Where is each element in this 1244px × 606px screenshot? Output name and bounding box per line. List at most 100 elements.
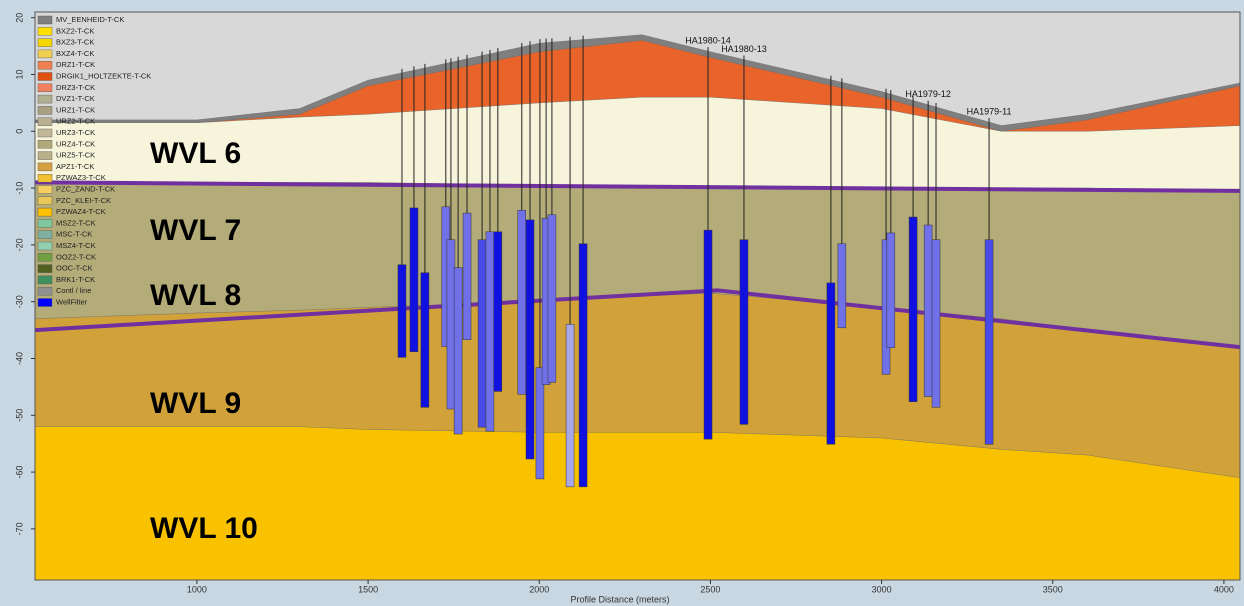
legend-label: PZC_KLEI-T-CK	[56, 196, 111, 205]
well-filter	[485, 231, 495, 432]
y-tick-label: -10	[14, 182, 24, 195]
legend-swatch	[37, 38, 53, 47]
y-tick-label: 10	[14, 69, 24, 79]
well-filter	[826, 282, 836, 445]
zone-boundary	[35, 180, 1240, 193]
legend-label: BXZ4-T-CK	[56, 49, 94, 58]
well-filter	[409, 207, 419, 352]
legend-label: BXZ2-T-CK	[56, 26, 94, 35]
legend-label: PZC_ZAND-T-CK	[56, 184, 115, 193]
y-tick-label: -70	[14, 522, 24, 535]
legend-label: BRK1-T-CK	[56, 275, 95, 284]
well-filter	[703, 229, 713, 440]
legend-swatch	[37, 140, 53, 149]
well-filter	[578, 243, 588, 488]
legend-label: DVZ1-T-CK	[56, 94, 95, 103]
legend-swatch	[37, 61, 53, 70]
legend-label: DRZ1-T-CK	[56, 60, 95, 69]
legend-label: MSZ2-T-CK	[56, 218, 96, 227]
x-tick-label: 2000	[529, 584, 549, 594]
legend-label: URZ5-T-CK	[56, 151, 95, 160]
zone-label: WVL 6	[150, 137, 241, 170]
x-tick-label: 4000	[1214, 584, 1234, 594]
legend-swatch	[37, 219, 53, 228]
legend-swatch	[37, 230, 53, 239]
legend-label: Contl / line	[56, 286, 91, 295]
well-filter	[886, 232, 896, 348]
well-label: HA1979-11	[967, 106, 1012, 116]
y-tick-label: 0	[14, 129, 24, 134]
legend-swatch	[37, 185, 53, 194]
legend-swatch	[37, 106, 53, 115]
well-filter	[420, 272, 430, 408]
legend-swatch	[37, 128, 53, 138]
well-filter	[547, 214, 557, 383]
legend-swatch	[37, 83, 53, 93]
geo-layer	[35, 426, 1240, 580]
well-filter	[908, 216, 918, 402]
x-tick-label: 2500	[700, 584, 720, 594]
legend-swatch	[37, 207, 53, 217]
legend-label: DRGIK1_HOLTZEKTE-T-CK	[56, 71, 151, 80]
well-label: HA1980-14	[685, 36, 731, 46]
legend-swatch	[37, 196, 53, 206]
well-filter	[446, 239, 456, 410]
well-filter	[535, 367, 545, 480]
x-tick-label: 1000	[187, 584, 207, 594]
legend-swatch	[37, 49, 53, 59]
legend-swatch	[37, 27, 53, 36]
zone-label: WVL 9	[150, 387, 241, 420]
legend-label: DRZ3-T-CK	[56, 83, 95, 92]
legend-swatch	[37, 253, 53, 262]
legend-swatch	[37, 264, 53, 273]
legend-label: BXZ3-T-CK	[56, 38, 94, 47]
well-filter	[984, 239, 994, 445]
legend-label: OOZ2-T-CK	[56, 252, 96, 261]
x-tick-label: 3500	[1043, 584, 1063, 594]
x-tick-label: 1500	[358, 584, 378, 594]
well-filter	[565, 324, 575, 488]
y-tick-label: -30	[14, 295, 24, 308]
legend-swatch	[37, 287, 53, 296]
well-filter	[525, 219, 535, 460]
legend-label: APZ1-T-CK	[56, 162, 94, 171]
plot-border	[34, 11, 1241, 581]
legend-label: PZWAZ4-T-CK	[56, 207, 106, 216]
well-filter	[517, 209, 527, 395]
legend-label: WellFilter	[56, 297, 88, 306]
legend-swatch	[37, 94, 53, 104]
well-label: HA1979-12	[905, 89, 951, 99]
x-axis-label: Profile Distance (meters)	[570, 594, 669, 604]
legend-swatch	[37, 173, 53, 183]
well-filter	[931, 239, 941, 408]
legend-label: PZWAZ3-T-CK	[56, 173, 106, 182]
well-filter	[462, 212, 472, 340]
legend-swatch	[37, 241, 53, 251]
legend-swatch	[37, 298, 53, 307]
well-filter	[739, 239, 749, 425]
well-filter	[837, 243, 847, 329]
zone-label: WVL 7	[150, 214, 241, 247]
legend-label: MSC-T-CK	[56, 230, 92, 239]
y-tick-label: 20	[14, 13, 24, 23]
well-filter	[477, 239, 487, 428]
zone-boundary	[35, 288, 1240, 350]
legend-label: URZ2-T-CK	[56, 117, 95, 126]
legend-swatch	[37, 15, 53, 25]
zone-label: WVL 10	[150, 512, 258, 545]
well-filter	[493, 231, 503, 392]
legend-label: OOC-T-CK	[56, 264, 93, 273]
legend-label: URZ1-T-CK	[56, 105, 95, 114]
legend-swatch	[37, 72, 53, 81]
well-filter	[397, 264, 407, 358]
legend-label: MSZ4-T-CK	[56, 241, 96, 250]
legend-swatch	[37, 117, 53, 126]
legend-swatch	[37, 151, 53, 160]
y-tick-label: -50	[14, 409, 24, 422]
legend-label: MV_EENHEID-T-CK	[56, 15, 124, 24]
well-filter	[453, 267, 463, 435]
well-filter	[923, 224, 933, 397]
x-tick-label: 3000	[872, 584, 892, 594]
